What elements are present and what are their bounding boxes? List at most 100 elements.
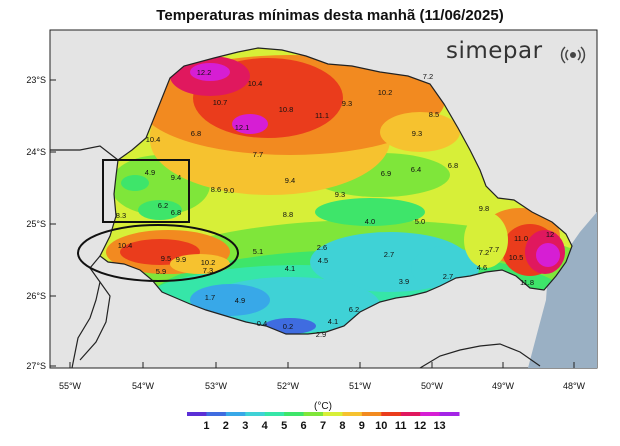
lat-ticks [50,79,56,367]
lon-label: 49°W [492,381,515,391]
station-value: 2.9 [316,330,326,339]
lon-label: 54°W [132,381,155,391]
colorbar-swatch [361,412,382,416]
station-value: 0.4 [257,319,267,328]
colorbar-swatch [400,412,421,416]
colorbar-swatch [420,412,441,416]
station-value: 9.4 [285,176,295,185]
station-value: 0.2 [283,322,293,331]
station-value: 9.3 [412,129,422,138]
station-value: 4.5 [318,256,328,265]
colorbar-tick-label: 13 [433,420,445,432]
colorbar-swatch [225,412,246,416]
station-value: 10.4 [248,79,263,88]
colorbar-swatch [187,412,207,416]
station-value: 10.2 [378,88,393,97]
lon-labels: 55°W 54°W 53°W 52°W 51°W 50°W 49°W 48°W [59,381,586,391]
station-value: 6.4 [411,165,421,174]
page-title: Temperaturas mínimas desta manhã (11/06/… [156,7,504,24]
colorbar-tick-label: 6 [301,420,307,432]
colorbar-swatch [303,412,324,416]
colorbar-tick-label: 11 [395,420,407,432]
station-value: 7.2 [423,72,433,81]
colorbar-swatch [284,412,305,416]
colorbar-tick-label: 10 [375,420,387,432]
radio-signal-icon [560,46,586,64]
station-value: 10.4 [146,135,161,144]
station-value: 4.6 [477,263,487,272]
lat-label: 27°S [26,361,46,371]
station-value: 6.8 [171,208,181,217]
station-value: 6.2 [349,305,359,314]
lon-label: 50°W [421,381,444,391]
colorbar-swatch [439,412,460,416]
colorbar-tick-label: 9 [359,420,365,432]
colorbar-swatch [381,412,402,416]
station-value: 7.7 [489,245,499,254]
colorbar-swatch [245,412,266,416]
brand-logo: simepar [446,38,543,64]
station-value: 2.6 [317,243,327,252]
station-value: 12.2 [197,68,212,77]
colorbar-tick-label: 2 [223,420,229,432]
lon-label: 52°W [277,381,300,391]
station-value: 2.7 [443,272,453,281]
station-value: 10.5 [509,253,524,262]
station-value: 11.0 [514,234,528,243]
colorbar-tick-label: 1 [203,420,209,432]
station-value: 5.0 [415,217,425,226]
lon-label: 48°W [563,381,586,391]
station-value: 6.9 [381,169,391,178]
station-value: 7.7 [253,150,263,159]
station-value: 2.7 [384,250,394,259]
station-value: 4.9 [235,296,245,305]
lat-label: 24°S [26,147,46,157]
station-value: 9.3 [342,99,352,108]
station-value: 3.9 [399,277,409,286]
state-border [99,47,573,335]
lat-label: 25°S [26,219,46,229]
station-value: 6.8 [191,129,201,138]
station-value: 8.3 [116,211,126,220]
lat-label: 23°S [26,75,46,85]
station-value: 8.6 [211,185,221,194]
station-value: 12.1 [235,123,250,132]
station-value: 10.8 [279,105,294,114]
station-value: 7.3 [203,266,213,275]
station-value: 6.8 [448,161,458,170]
lon-ticks [69,362,575,368]
colorbar-tick-label: 3 [242,420,248,432]
station-value: 9.3 [335,190,345,199]
colorbar-swatch [323,412,343,416]
colorbar-tick-label: 12 [414,420,426,432]
ocean [528,212,597,368]
station-value: 11.8 [520,278,534,287]
highlight-rectangle [102,159,190,223]
colorbar-swatch [264,412,285,416]
colorbar: (°C) 1 2 3 4 5 6 7 8 9 10 11 12 13 [187,401,460,432]
colorbar-swatch [206,412,227,416]
station-value: 8.8 [283,210,293,219]
station-value: 4.0 [365,217,375,226]
station-value: 5.9 [156,267,166,276]
colorbar-tick-label: 5 [281,420,287,432]
station-value: 9.8 [479,204,489,213]
station-value: 4.1 [285,264,295,273]
colorbar-tick-label: 8 [339,420,345,432]
colorbar-unit: (°C) [314,401,332,412]
station-value: 10.4 [118,241,133,250]
station-value: 4.1 [328,317,338,326]
station-value: 8.5 [429,110,439,119]
station-value: 10.2 [201,258,216,267]
station-values: 12.2 10.4 10.7 10.8 11.1 9.3 10.2 7.2 8.… [116,68,554,339]
station-value: 1.7 [205,293,215,302]
lon-label: 51°W [349,381,372,391]
station-value: 7.2 [479,248,489,257]
lon-label: 55°W [59,381,82,391]
station-value: 9.0 [224,186,234,195]
lat-label: 26°S [26,291,46,301]
station-value: 6.2 [158,201,168,210]
lon-label: 53°W [205,381,228,391]
station-value: 10.7 [213,98,228,107]
colorbar-swatch [342,412,363,416]
